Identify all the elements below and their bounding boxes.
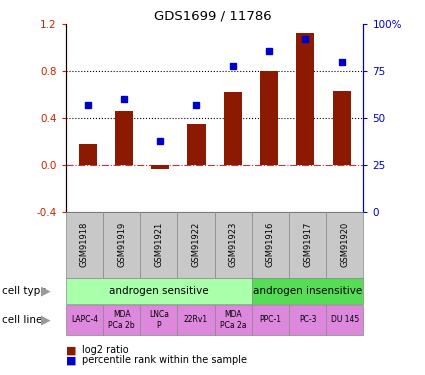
Bar xyxy=(178,304,215,335)
Text: GSM91923: GSM91923 xyxy=(229,222,238,267)
Text: GSM91922: GSM91922 xyxy=(192,222,201,267)
Text: GSM91920: GSM91920 xyxy=(340,222,349,267)
Text: GSM91918: GSM91918 xyxy=(80,222,89,267)
Text: DU 145: DU 145 xyxy=(331,315,359,324)
Bar xyxy=(289,304,326,335)
Bar xyxy=(215,212,252,278)
Text: MDA
PCa 2b: MDA PCa 2b xyxy=(108,310,135,330)
Text: GSM91919: GSM91919 xyxy=(117,222,126,267)
Bar xyxy=(103,304,140,335)
Bar xyxy=(140,212,178,278)
Text: MDA
PCa 2a: MDA PCa 2a xyxy=(220,310,246,330)
Text: 22Rv1: 22Rv1 xyxy=(184,315,208,324)
Bar xyxy=(178,212,215,278)
Bar xyxy=(215,304,252,335)
Bar xyxy=(289,212,326,278)
Text: androgen insensitive: androgen insensitive xyxy=(253,286,362,296)
Text: ■: ■ xyxy=(66,345,76,355)
Bar xyxy=(187,124,206,165)
Bar xyxy=(296,33,314,165)
Bar xyxy=(140,304,178,335)
Bar xyxy=(103,212,140,278)
Text: LNCa
P: LNCa P xyxy=(149,310,169,330)
Text: GSM91921: GSM91921 xyxy=(154,222,163,267)
Bar xyxy=(252,278,363,304)
Text: ▶: ▶ xyxy=(41,314,51,326)
Bar xyxy=(66,212,103,278)
Text: GSM91916: GSM91916 xyxy=(266,222,275,267)
Bar xyxy=(79,144,97,165)
Text: PPC-1: PPC-1 xyxy=(259,315,281,324)
Bar xyxy=(252,212,289,278)
Bar xyxy=(252,304,289,335)
Text: cell line: cell line xyxy=(2,315,42,325)
Text: ■: ■ xyxy=(66,356,76,365)
Text: log2 ratio: log2 ratio xyxy=(82,345,129,355)
Text: percentile rank within the sample: percentile rank within the sample xyxy=(82,356,247,365)
Bar xyxy=(66,278,252,304)
Bar xyxy=(151,165,169,168)
Bar xyxy=(332,91,351,165)
Text: cell type: cell type xyxy=(2,286,47,296)
Bar xyxy=(326,304,363,335)
Bar xyxy=(115,111,133,165)
Bar xyxy=(260,71,278,165)
Text: GDS1699 / 11786: GDS1699 / 11786 xyxy=(154,9,271,22)
Bar xyxy=(224,92,242,165)
Bar xyxy=(326,212,363,278)
Text: ▶: ▶ xyxy=(41,285,51,297)
Text: GSM91917: GSM91917 xyxy=(303,222,312,267)
Text: LAPC-4: LAPC-4 xyxy=(71,315,98,324)
Text: androgen sensitive: androgen sensitive xyxy=(109,286,209,296)
Text: PC-3: PC-3 xyxy=(299,315,316,324)
Bar xyxy=(66,304,103,335)
